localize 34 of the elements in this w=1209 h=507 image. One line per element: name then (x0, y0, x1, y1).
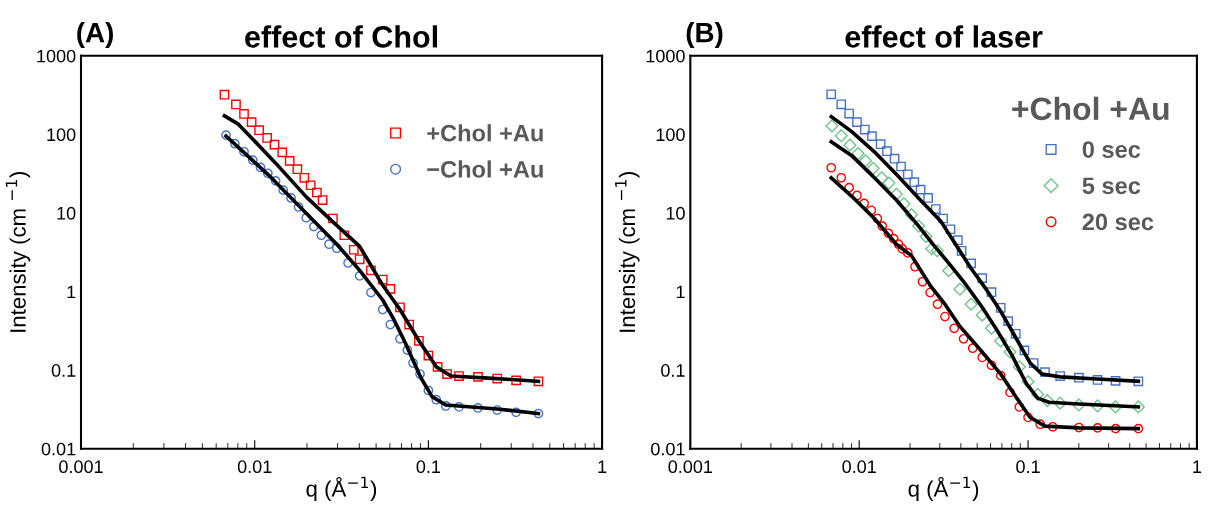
x-tick-label: 0.1 (416, 460, 441, 474)
legend-label: 0 sec (1082, 141, 1141, 158)
legend-label: 20 sec (1082, 213, 1154, 231)
y-tick-label: 1000 (646, 49, 685, 63)
y-tick-label: 10 (666, 206, 685, 220)
chart-title: effect of Chol (245, 25, 437, 48)
y-axis-title: Intensity (cm $^{−1}$) (615, 172, 640, 332)
y-axis-title: Intensity (cm $^{−1}$) (5, 172, 31, 332)
y-tick-label: 100 (47, 128, 76, 142)
legend-label: +Chol +Au (427, 124, 543, 142)
x-tick-label: 0.01 (237, 460, 272, 474)
x-tick-label: 0.1 (1016, 460, 1040, 474)
y-tick-label: 1000 (37, 49, 76, 63)
text: (A) (77, 22, 113, 48)
legend-label: −Chol +Au (427, 160, 543, 178)
y-tick-label: 10 (57, 206, 76, 220)
x-tick-label: 0.001 (59, 460, 103, 474)
y-tick-label: 100 (656, 128, 685, 142)
y-tick-label: 0.1 (51, 364, 76, 377)
chart-title: effect of laser (845, 25, 1043, 48)
x-tick-label: 0.01 (842, 460, 876, 474)
text: (B) (686, 22, 723, 48)
y-tick-label: 1 (67, 285, 76, 299)
x-tick-label: 1 (1193, 460, 1202, 473)
x-axis-title: q (Å$^{−1}$) (306, 476, 377, 502)
y-tick-label: 0.01 (651, 442, 685, 456)
x-axis-title: q (Å$^{−1}$) (908, 476, 979, 502)
legend-label: 5 sec (1082, 177, 1141, 195)
y-tick-label: 0.1 (661, 364, 685, 377)
y-tick-label: 1 (676, 285, 685, 299)
x-tick-label: 0.001 (668, 460, 713, 474)
x-tick-label: 1 (598, 460, 607, 473)
legend-title: +Chol +Au (1012, 96, 1169, 121)
y-tick-label: 0.01 (41, 442, 76, 456)
